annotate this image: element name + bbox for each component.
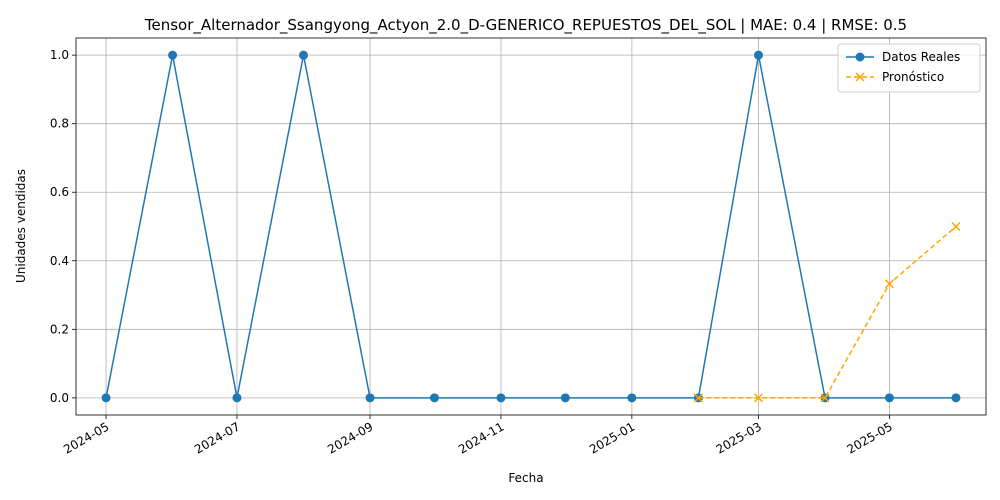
y-tick-label: 0.4: [50, 254, 69, 268]
x-tick-label: 2024-11: [456, 419, 506, 456]
x-axis-ticks: 2024-05 2024-07 2024-09 2024-11 2025-01 2025-…: [61, 415, 895, 457]
plot-area: [76, 38, 986, 415]
chart-title: Tensor_Alternador_Ssangyong_Actyon_2.0_D…: [144, 16, 907, 35]
data-point: [693, 393, 703, 403]
y-tick-label: 1.0: [50, 48, 69, 62]
legend-label-datos-reales: Datos Reales: [882, 50, 960, 64]
legend: Datos Reales Pronóstico: [837, 43, 981, 93]
series-line-1: [698, 225, 957, 399]
data-point: [429, 393, 439, 403]
plot-frame: [75, 37, 987, 416]
y-axis-ticks: 0.0 0.2 0.4 0.6 0.8 1.0: [50, 48, 76, 405]
x-tick-label: 2025-05: [844, 419, 894, 456]
data-point-stroke: [753, 393, 764, 403]
data-point: [754, 50, 763, 60]
data-point: [232, 393, 242, 403]
data-point: [496, 393, 506, 403]
legend-marker-pronostico: [855, 72, 865, 82]
data-point: [627, 393, 637, 403]
data-point: [299, 50, 308, 60]
data-point: [820, 393, 830, 403]
x-tick-label: 2025-01: [587, 419, 637, 456]
data-point: [951, 393, 961, 403]
data-point: [753, 393, 764, 403]
legend-box: [837, 43, 981, 93]
data-point-stroke: [693, 393, 703, 403]
data-point: [951, 221, 961, 232]
y-tick-label: 0.2: [50, 322, 69, 336]
x-tick-label: 2024-09: [325, 419, 375, 456]
legend-marker-datos-reales: [855, 52, 865, 62]
y-tick-label: 0.6: [50, 185, 69, 199]
y-axis-label: Unidades vendidas: [14, 169, 28, 283]
x-tick-label: 2024-07: [192, 419, 242, 456]
x-tick-label: 2024-05: [61, 419, 111, 456]
series-line-0: [105, 54, 956, 399]
data-point: [168, 50, 178, 60]
series-layer: [101, 50, 961, 403]
x-axis-label: Fecha: [508, 471, 543, 485]
data-point: [884, 279, 894, 289]
data-point: [101, 393, 111, 403]
y-tick-label: 0.0: [50, 391, 69, 405]
data-point-stroke: [951, 221, 961, 232]
data-point-stroke: [884, 279, 894, 289]
x-tick-label: 2025-03: [714, 419, 764, 456]
data-point-stroke: [820, 393, 830, 403]
grid: [76, 38, 986, 415]
data-point: [365, 393, 375, 403]
legend-label-pronostico: Pronóstico: [882, 70, 944, 84]
data-point: [884, 393, 894, 403]
data-point: [560, 393, 570, 403]
y-tick-label: 0.8: [50, 117, 69, 131]
